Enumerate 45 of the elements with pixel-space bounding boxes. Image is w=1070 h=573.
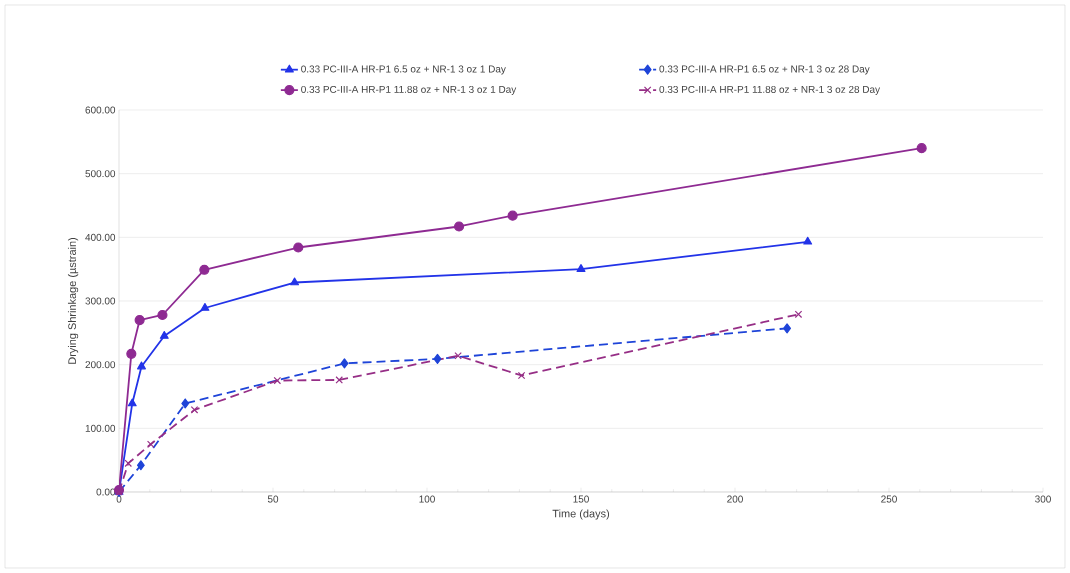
y-tick-label: 400.00	[85, 233, 116, 241]
point	[181, 398, 190, 409]
point	[507, 210, 518, 221]
point	[433, 353, 442, 365]
point	[803, 236, 813, 245]
point	[137, 361, 146, 370]
y-tick-label: 600.00	[85, 106, 116, 114]
x-tick-label: 50	[267, 495, 279, 503]
point	[576, 264, 586, 272]
point	[916, 143, 927, 154]
point	[783, 323, 792, 334]
legend-label: 0.33 PC-III-A HR-P1 11.88 oz + NR-1 3 oz 28 Day	[659, 85, 881, 95]
point	[136, 460, 145, 471]
point	[200, 302, 210, 311]
legend-label: 0.33 PC-III-A HR-P1 6.5 oz + NR-1 3 oz 1 Day	[301, 65, 506, 75]
y-tick-label: 500.00	[85, 170, 116, 178]
x-tick-label: 250	[881, 495, 897, 503]
y-tick-label: 300.00	[85, 297, 116, 305]
point	[199, 264, 210, 275]
x-tick-label: 0	[116, 495, 122, 503]
x-axis-title: Time (days)	[552, 509, 610, 520]
point	[290, 277, 300, 286]
point	[273, 376, 282, 385]
point	[134, 315, 145, 326]
x-tick-label: 200	[727, 495, 743, 503]
point	[159, 330, 169, 339]
point	[454, 351, 462, 360]
point	[293, 242, 304, 253]
y-tick-label: 200.00	[85, 361, 116, 369]
point	[126, 348, 137, 359]
legend-label: 0.33 PC-III-A HR-P1 6.5 oz + NR-1 3 oz 28 Day	[659, 65, 870, 75]
x-tick-label: 150	[573, 495, 589, 503]
point	[517, 371, 526, 380]
x-tick-label: 300	[1035, 495, 1051, 503]
legend-label: 0.33 PC-III-A HR-P1 11.88 oz + NR-1 3 oz 1 Day	[301, 85, 517, 95]
point	[127, 398, 137, 407]
point	[794, 310, 803, 319]
point	[157, 309, 168, 321]
point	[335, 376, 343, 384]
x-tick-label: 100	[419, 495, 435, 503]
point	[190, 406, 199, 414]
y-axis-title: Drying Shrinkage (µstrain)	[67, 237, 79, 364]
point	[453, 221, 465, 232]
y-tick-label: 100.00	[85, 424, 116, 432]
point	[340, 358, 349, 369]
